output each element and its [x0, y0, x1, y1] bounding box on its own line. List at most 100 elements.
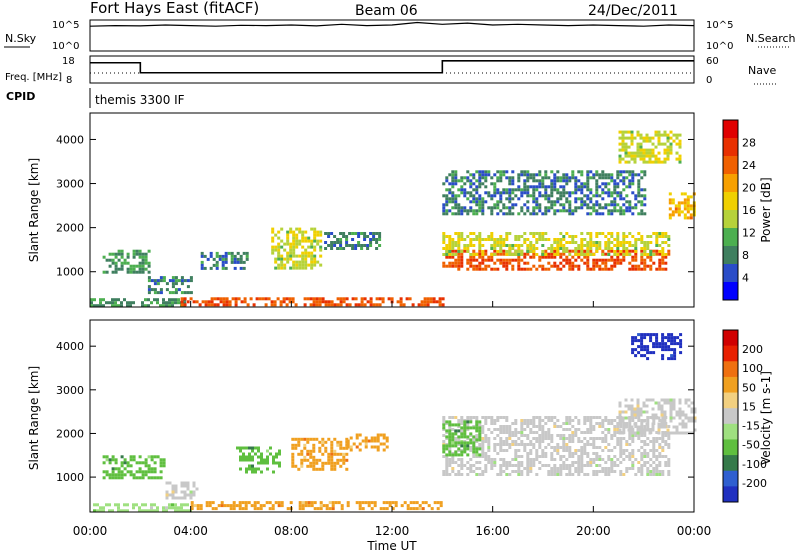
heatmap-cell — [454, 416, 458, 419]
heatmap-cell — [667, 446, 671, 449]
heatmap-cell — [183, 493, 187, 497]
heatmap-cell — [108, 473, 112, 477]
heatmap-cell — [565, 179, 569, 183]
heatmap-cell — [636, 151, 640, 155]
heatmap-cell — [628, 173, 632, 177]
heatmap-cell — [589, 188, 593, 192]
heatmap-cell — [478, 461, 482, 464]
heatmap-cell — [277, 501, 281, 505]
heatmap-cell — [266, 458, 269, 462]
heatmap-cell — [667, 470, 671, 473]
heatmap-cell — [205, 504, 209, 508]
heatmap-cell — [628, 452, 632, 455]
heatmap-cell — [141, 470, 145, 474]
heatmap-cell — [292, 242, 296, 246]
heatmap-cell — [126, 255, 130, 259]
heatmap-cell — [661, 250, 665, 253]
heatmap-cell — [538, 185, 542, 189]
colorbar-swatch — [723, 192, 738, 211]
heatmap-cell — [460, 179, 464, 183]
heatmap-cell — [490, 461, 494, 464]
colorbar-swatch — [723, 345, 738, 362]
heatmap-cell — [547, 437, 551, 440]
heatmap-cell — [469, 261, 473, 265]
heatmap-cell — [271, 230, 275, 234]
heatmap-cell — [651, 142, 655, 146]
heatmap-cell — [487, 437, 491, 440]
heatmap-cell — [547, 194, 551, 198]
heatmap-cell — [628, 458, 632, 461]
heatmap-cell — [243, 300, 247, 304]
heatmap-cell — [420, 303, 424, 307]
power-ylabel: Slant Range [km] — [27, 158, 41, 262]
heatmap-cell — [661, 258, 665, 262]
heatmap-cell — [306, 437, 310, 441]
heatmap-cell — [496, 203, 500, 207]
heatmap-cell — [295, 233, 299, 237]
heatmap-cell — [171, 298, 174, 302]
heatmap-cell — [634, 241, 638, 244]
heatmap-cell — [490, 232, 494, 235]
heatmap-cell — [224, 251, 228, 255]
heatmap-cell — [183, 509, 186, 513]
heatmap-cell — [604, 247, 608, 250]
heatmap-cell — [595, 473, 599, 476]
heatmap-cell — [601, 422, 605, 425]
heatmap-cell — [607, 455, 611, 458]
heatmap-cell — [288, 297, 292, 301]
heatmap-cell — [577, 422, 581, 425]
heatmap-cell — [429, 300, 433, 304]
heatmap-cell — [547, 209, 551, 213]
heatmap-cell — [622, 253, 626, 256]
heatmap-cell — [601, 425, 605, 428]
heatmap-cell — [529, 452, 533, 455]
heatmap-cell — [577, 170, 581, 174]
heatmap-cell — [245, 470, 248, 474]
heatmap-cell — [277, 251, 281, 255]
heatmap-cell — [607, 238, 611, 241]
heatmap-cell — [451, 200, 455, 204]
heatmap-cell — [553, 473, 557, 476]
heatmap-cell — [319, 501, 323, 505]
heatmap-cell — [631, 348, 635, 352]
heatmap-cell — [457, 449, 461, 452]
heatmap-cell — [319, 248, 323, 252]
heatmap-cell — [550, 250, 554, 253]
heatmap-cell — [324, 461, 328, 465]
heatmap-cell — [544, 232, 548, 235]
heatmap-cell — [580, 241, 584, 244]
heatmap-cell — [630, 404, 634, 408]
heatmap-cell — [660, 404, 664, 408]
heatmap-cell — [215, 266, 219, 270]
heatmap-cell — [601, 212, 605, 216]
heatmap-cell — [541, 434, 545, 437]
heatmap-cell — [618, 413, 622, 417]
heatmap-cell — [577, 473, 581, 476]
heatmap-cell — [630, 407, 634, 411]
heatmap-cell — [472, 253, 476, 256]
heatmap-cell — [568, 212, 572, 216]
heatmap-cell — [639, 145, 643, 149]
heatmap-cell — [266, 461, 269, 465]
heatmap-cell — [457, 238, 461, 241]
heatmap-cell — [667, 425, 671, 428]
heatmap-cell — [562, 252, 566, 256]
heatmap-cell — [547, 419, 551, 422]
heatmap-cell — [300, 452, 304, 456]
heatmap-cell — [658, 437, 662, 440]
heatmap-cell — [610, 264, 614, 268]
heatmap-cell — [550, 440, 554, 443]
heatmap-cell — [319, 504, 323, 508]
heatmap-cell — [595, 470, 599, 473]
heatmap-cell — [645, 154, 649, 158]
heatmap-cell — [505, 258, 509, 262]
heatmap-cell — [481, 449, 485, 452]
heatmap-cell — [672, 398, 676, 402]
heatmap-cell — [634, 244, 638, 247]
heatmap-cell — [655, 467, 659, 470]
heatmap-cell — [496, 252, 500, 256]
heatmap-cell — [451, 253, 455, 256]
heatmap-cell — [663, 160, 667, 164]
heatmap-cell — [610, 203, 614, 207]
